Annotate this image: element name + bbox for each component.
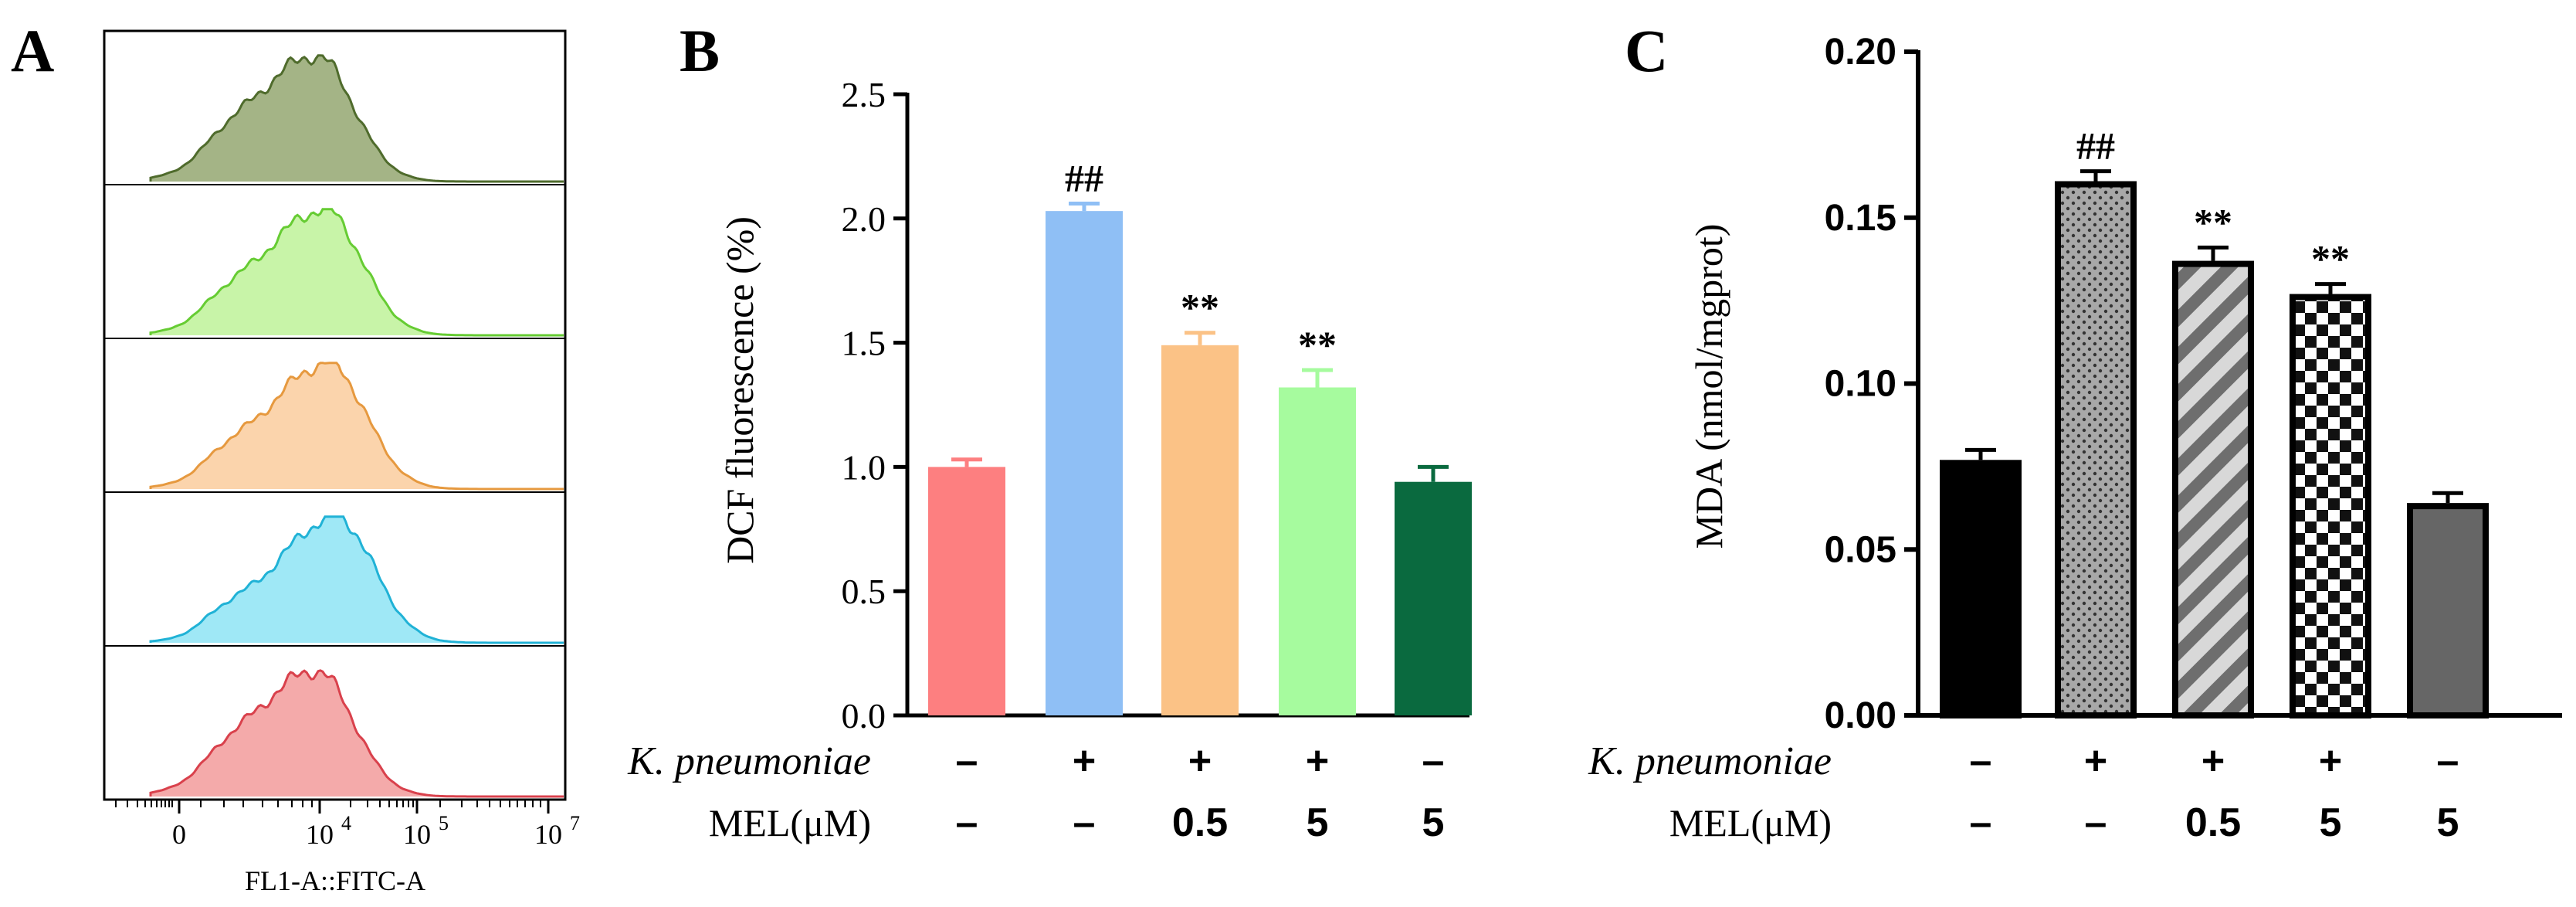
- row-label-mel: MEL(μM): [709, 801, 871, 844]
- panel-a-x-axis: [115, 800, 550, 814]
- tick-1e5-base: 10: [403, 819, 431, 850]
- panel-c-y-label: MDA (nmol/mgprot): [1687, 224, 1730, 549]
- treatment-mark: –: [1422, 739, 1445, 783]
- panel-b-chart: 0.0 0.5 1.0 1.5 2.0 2.5 ## ** ** K. pneumoniae – + +…: [627, 75, 1472, 845]
- treatment-mark: +: [2201, 739, 2225, 783]
- treatment-mark: –: [1970, 739, 1992, 783]
- histogram-outline-5: [149, 669, 564, 798]
- treatment-mark: +: [2319, 739, 2342, 783]
- treatment-mark: –: [1970, 800, 1992, 845]
- y-tick-label: 0.0: [842, 696, 886, 735]
- y-tick-label: 0.5: [842, 572, 886, 611]
- significance-marker-2: ##: [1065, 157, 1103, 200]
- panel-b-letter: B: [680, 17, 720, 84]
- significance-marker-2: ##: [2076, 124, 2115, 168]
- treatment-mark: –: [956, 739, 978, 783]
- treatment-mark: 0.5: [2185, 800, 2241, 845]
- treatment-mark: –: [2085, 800, 2107, 845]
- bar-5: [1395, 481, 1472, 715]
- y-tick-label: 0.15: [1825, 198, 1896, 239]
- histogram-fill-3: [151, 362, 564, 489]
- histogram-outline-2: [149, 208, 564, 337]
- y-tick-label: 2.5: [842, 75, 886, 114]
- tick-1e5-exp: 5: [439, 812, 449, 834]
- bar-1: [1940, 460, 2022, 718]
- histogram-fill-2: [151, 209, 564, 335]
- significance-marker-4: **: [2311, 237, 2350, 280]
- row-label-k-pneumoniae: K. pneumoniae: [627, 739, 871, 783]
- treatment-mark: –: [956, 800, 978, 845]
- histogram-fill-4: [151, 516, 564, 643]
- panel-b-y-label: DCF fluorescence (%): [718, 216, 761, 564]
- y-tick-label: 1.5: [842, 324, 886, 363]
- panel-a-tick-labels: 0 10 4 10 5 10 7: [172, 812, 580, 850]
- panel-b: B DCF fluorescence (%) 0.0 0.5 1.0 1.5 2.0 2.…: [627, 17, 1472, 845]
- treatment-mark: 5: [2320, 800, 2342, 845]
- histogram-outline-1: [149, 54, 564, 183]
- treatment-mark: +: [1306, 739, 1329, 783]
- tick-1e7-exp: 7: [570, 812, 580, 834]
- panel-a-letter: A: [11, 17, 54, 84]
- bar-5: [2407, 503, 2489, 718]
- treatment-mark: +: [1188, 739, 1212, 783]
- row-label-k-pneumoniae: K. pneumoniae: [1588, 739, 1832, 783]
- treatment-mark: +: [1073, 739, 1096, 783]
- y-tick-label: 0.20: [1825, 32, 1896, 73]
- treatment-mark: 0.5: [1172, 800, 1228, 845]
- y-tick-label: 0.00: [1825, 695, 1896, 736]
- significance-marker-4: **: [1298, 323, 1337, 366]
- y-tick-label: 2.0: [842, 199, 886, 239]
- tick-0: 0: [172, 819, 186, 850]
- y-tick-label: 0.05: [1825, 529, 1896, 570]
- treatment-mark: 5: [1422, 800, 1445, 845]
- treatment-mark: –: [2437, 739, 2459, 783]
- tick-1e7-base: 10: [534, 819, 562, 850]
- panel-a-x-label: FL1-A::FITC-A: [245, 865, 425, 896]
- histogram-outline-4: [149, 515, 564, 644]
- treatment-mark: –: [1073, 800, 1096, 845]
- y-tick-label: 1.0: [842, 447, 886, 487]
- panel-a: A 0 10 4 10 5 10 7 FL1-A::FITC-A: [11, 17, 580, 896]
- row-label-mel: MEL(μM): [1669, 801, 1832, 844]
- significance-marker-3: **: [1181, 286, 1219, 329]
- y-tick-label: 0.10: [1825, 364, 1896, 405]
- bar-3: [2172, 260, 2254, 718]
- panel-c-letter: C: [1625, 17, 1668, 84]
- treatment-mark: 5: [2437, 800, 2459, 845]
- bar-4: [2290, 294, 2371, 719]
- panel-c: C MDA (nmol/mgprot) 0.00 0.05 0.10 0.15 0.20…: [1588, 17, 2562, 845]
- bar-1: [928, 467, 1005, 715]
- significance-marker-3: **: [2194, 200, 2232, 243]
- histogram-stack: [104, 54, 565, 798]
- panel-a-frame: [103, 29, 567, 801]
- bar-2: [1046, 211, 1123, 716]
- bar-2: [2055, 181, 2137, 718]
- treatment-mark: 5: [1307, 800, 1329, 845]
- bar-4: [1279, 387, 1356, 715]
- tick-1e4-base: 10: [306, 819, 334, 850]
- bar-3: [1161, 345, 1239, 715]
- tick-1e4-exp: 4: [341, 812, 351, 834]
- histogram-outline-3: [149, 362, 564, 491]
- treatment-mark: +: [2084, 739, 2107, 783]
- panel-c-chart: 0.00 0.05 0.10 0.15 0.20 ## ** ** K. pneumoniae –…: [1588, 32, 2562, 845]
